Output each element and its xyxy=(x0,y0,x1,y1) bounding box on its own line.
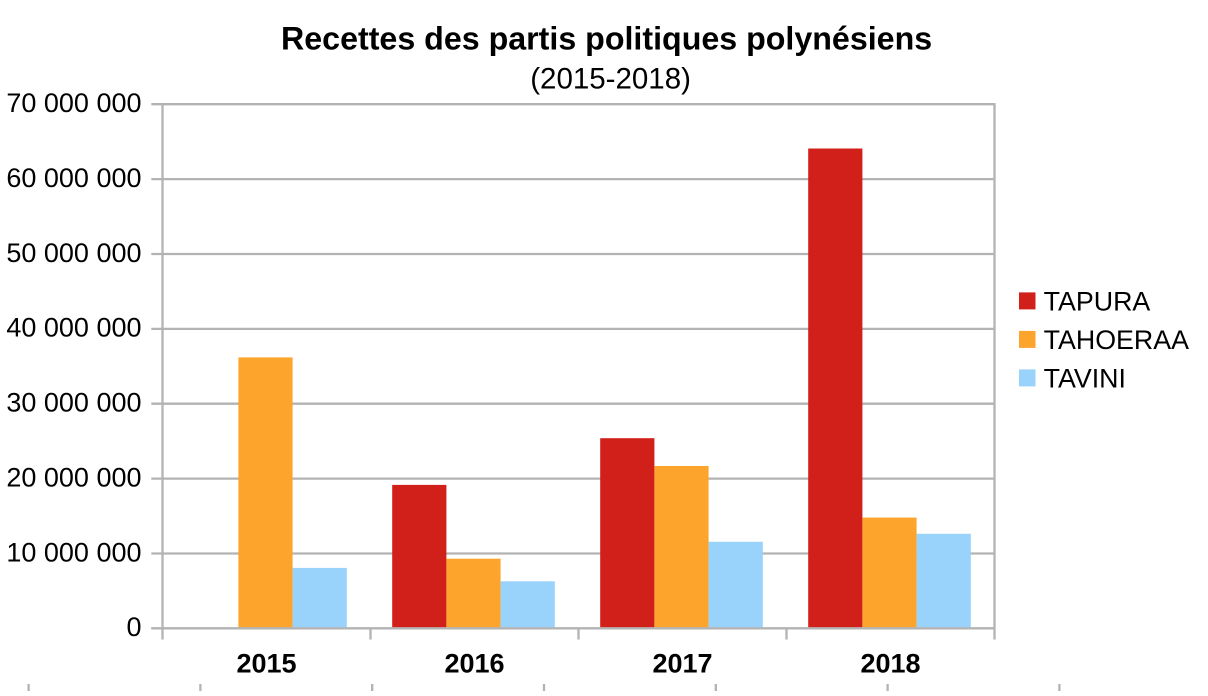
svg-text:0: 0 xyxy=(126,612,141,642)
svg-text:10 000 000: 10 000 000 xyxy=(6,537,141,567)
svg-text:TAPURA: TAPURA xyxy=(1044,287,1151,317)
svg-text:20 000 000: 20 000 000 xyxy=(6,462,141,492)
svg-text:50 000 000: 50 000 000 xyxy=(6,238,141,268)
svg-text:2017: 2017 xyxy=(652,649,712,679)
svg-text:70 000 000: 70 000 000 xyxy=(6,88,141,118)
svg-text:2016: 2016 xyxy=(444,649,504,679)
svg-text:TAHOERAA: TAHOERAA xyxy=(1044,325,1190,355)
svg-text:(2015-2018): (2015-2018) xyxy=(530,63,691,96)
svg-text:2015: 2015 xyxy=(236,649,296,679)
svg-text:Recettes des partis politiques: Recettes des partis politiques polynésie… xyxy=(281,21,932,57)
svg-text:TAVINI: TAVINI xyxy=(1044,364,1126,394)
svg-text:2018: 2018 xyxy=(860,649,920,679)
svg-text:30 000 000: 30 000 000 xyxy=(6,388,141,418)
svg-text:60 000 000: 60 000 000 xyxy=(6,163,141,193)
svg-text:40 000 000: 40 000 000 xyxy=(6,313,141,343)
